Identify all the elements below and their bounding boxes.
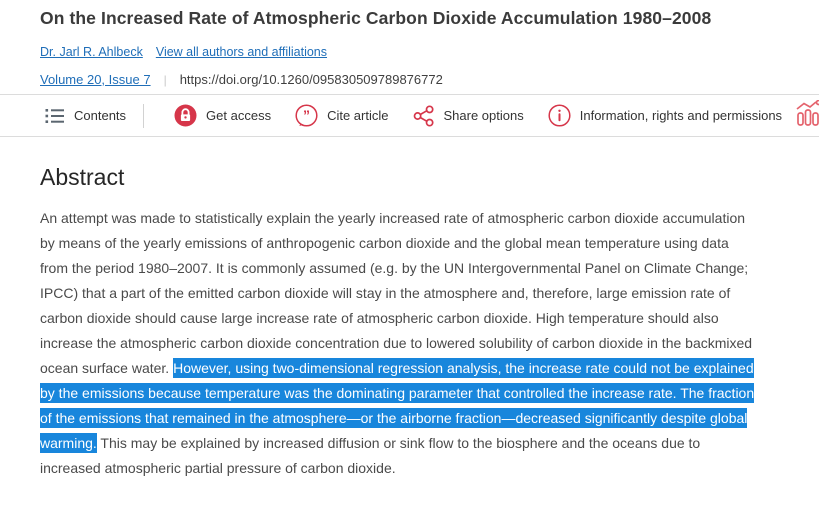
author-link[interactable]: Dr. Jarl R. Ahlbeck bbox=[40, 45, 143, 59]
abstract-paragraph: An attempt was made to statistically exp… bbox=[40, 206, 759, 481]
get-access-button[interactable]: Get access bbox=[174, 104, 271, 127]
share-options-button[interactable]: Share options bbox=[413, 104, 524, 127]
volume-issue-link[interactable]: Volume 20, Issue 7 bbox=[40, 72, 151, 87]
contents-button[interactable]: Contents bbox=[45, 108, 126, 124]
quote-icon: ” bbox=[295, 104, 318, 127]
information-label: Information, rights and permissions bbox=[579, 108, 783, 123]
meta-separator: | bbox=[163, 72, 167, 87]
toolbar-divider bbox=[143, 103, 145, 128]
doi-text[interactable]: https://doi.org/10.1260/0958305097898767… bbox=[179, 72, 443, 87]
article-toolbar: Contents Get access ” bbox=[0, 94, 819, 137]
page-title: On the Increased Rate of Atmospheric Car… bbox=[40, 8, 712, 28]
meta-row: Volume 20, Issue 7 | https://doi.org/10.… bbox=[40, 72, 789, 87]
contents-label: Contents bbox=[74, 108, 127, 123]
share-icon bbox=[413, 104, 435, 127]
abstract-heading: Abstract bbox=[40, 164, 125, 190]
info-icon bbox=[548, 104, 571, 127]
get-access-label: Get access bbox=[206, 108, 272, 123]
svg-text:”: ” bbox=[303, 107, 310, 123]
contents-list-icon bbox=[45, 108, 65, 124]
abstract-section: Abstract An attempt was made to statisti… bbox=[0, 163, 819, 481]
share-options-label: Share options bbox=[443, 108, 524, 123]
cite-article-label: Cite article bbox=[327, 108, 389, 123]
author-row: Dr. Jarl R. Ahlbeck View all authors and … bbox=[40, 45, 789, 60]
cite-article-button[interactable]: ” Cite article bbox=[295, 104, 389, 127]
metrics-icon bbox=[796, 99, 819, 127]
view-all-authors-link[interactable]: View all authors and affiliations bbox=[155, 45, 328, 59]
article-header: On the Increased Rate of Atmospheric Car… bbox=[0, 0, 819, 87]
abstract-text-after: This may be explained by increased diffu… bbox=[40, 435, 701, 476]
metrics-button[interactable] bbox=[796, 99, 819, 132]
information-rights-permissions-button[interactable]: Information, rights and permissions bbox=[548, 104, 782, 127]
lock-icon bbox=[174, 104, 197, 127]
abstract-text-before: An attempt was made to statistically exp… bbox=[40, 210, 753, 376]
